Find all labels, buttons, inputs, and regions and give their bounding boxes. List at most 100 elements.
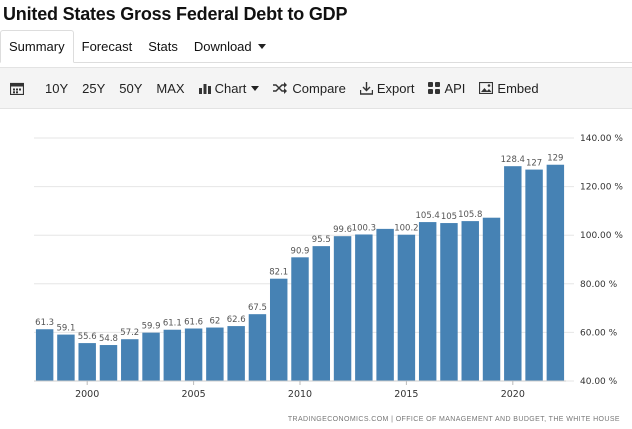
y-tick-label: 140.00 % [580,134,623,144]
compare-label: Compare [292,80,346,96]
tab-forecast[interactable]: Forecast [74,30,141,62]
bar-chart-icon [198,84,211,94]
page-title: United States Gross Federal Debt to GDP [3,4,348,24]
y-tick-label: 80.00 % [580,280,618,290]
x-tick-label: 2000 [75,389,99,400]
range-max-button[interactable]: MAX [149,68,191,108]
source-attribution: TRADINGECONOMICS.COM | OFFICE OF MANAGEM… [287,416,620,423]
bar[interactable] [355,234,373,381]
bar[interactable] [376,228,394,381]
bar[interactable] [163,329,182,381]
api-label: API [444,80,466,96]
data-label: 99.6 [333,225,352,235]
x-tick-label: 2015 [394,389,418,400]
data-label: 100.3 [352,223,376,233]
bar[interactable] [121,339,139,381]
data-label: 62 [209,317,220,327]
bar[interactable] [142,332,160,381]
data-label: 59.9 [142,322,161,332]
bar[interactable] [57,334,75,381]
bar[interactable] [227,326,245,381]
range-10y-button[interactable]: 10Y [38,68,75,108]
image-icon [479,82,494,94]
tab-forecast-label: Forecast [81,38,133,54]
tab-download-label: Download [193,38,252,54]
bar[interactable] [99,345,118,381]
api-button[interactable]: API [421,68,472,108]
calendar-button[interactable] [0,68,38,108]
data-label: 59.1 [56,324,75,334]
bar[interactable] [333,236,352,381]
chevron-down-icon [251,85,260,91]
bar[interactable] [440,223,458,381]
data-label: 90.9 [291,246,310,256]
grid-icon [428,82,441,94]
data-label: 54.8 [99,334,118,344]
bar[interactable] [184,328,203,381]
chevron-down-icon [257,43,266,49]
x-tick-label: 2020 [501,389,525,400]
bar[interactable] [546,164,565,381]
bar[interactable] [418,222,437,381]
data-label: 61.6 [184,318,203,328]
chart-type-label: Chart [214,80,247,96]
y-tick-label: 100.00 % [580,231,623,241]
data-label: 128.4 [501,155,525,165]
range-25y-button[interactable]: 25Y [75,68,112,108]
chart-toolbar: 10Y 25Y 50Y MAX Chart Compare Export API [0,67,632,109]
data-label: 100.2 [394,224,418,234]
data-label: 129 [547,154,563,164]
export-label: Export [376,80,415,96]
x-tick-label: 2010 [288,389,312,400]
compare-button[interactable]: Compare [266,68,352,108]
bar[interactable] [248,314,267,381]
bar[interactable] [312,246,331,381]
data-label: 82.1 [269,268,288,278]
bar[interactable] [461,221,479,381]
data-label: 105 [441,212,457,222]
bar[interactable] [78,343,96,381]
data-label: 95.5 [312,235,331,245]
data-label: 62.6 [227,315,246,325]
download-icon [359,81,373,95]
chart-type-button[interactable]: Chart [192,68,267,108]
bar[interactable] [291,257,309,381]
debt-to-gdp-chart: 40.00 % 60.00 % 80.00 % 100.00 % 120.00 % 140… [34,134,623,400]
range-50y-label: 50Y [119,80,143,96]
data-label: 127 [526,159,542,169]
shuffle-icon [273,82,288,94]
data-label: 55.6 [78,332,97,342]
data-label: 57.2 [120,328,139,338]
range-50y-button[interactable]: 50Y [112,68,149,108]
range-25y-label: 25Y [82,80,106,96]
data-label: 67.5 [248,303,267,313]
y-tick-label: 40.00 % [580,377,618,387]
range-10y-label: 10Y [45,80,69,96]
tab-bar: Summary Forecast Stats Download [0,30,632,63]
data-label: 105.4 [416,211,440,221]
bar[interactable] [482,217,501,381]
bar[interactable] [269,278,288,381]
bar[interactable] [397,234,416,381]
export-button[interactable]: Export [353,68,422,108]
data-label: 61.3 [35,318,54,328]
data-label: 105.8 [458,210,482,220]
calendar-icon [10,82,24,95]
tab-summary[interactable]: Summary [0,30,74,63]
bar[interactable] [35,329,54,381]
tab-stats[interactable]: Stats [140,30,186,62]
embed-button[interactable]: Embed [472,68,545,108]
y-tick-label: 60.00 % [580,328,618,338]
chart-area: 40.00 % 60.00 % 80.00 % 100.00 % 120.00 % 140… [0,108,632,429]
tab-stats-label: Stats [148,38,178,54]
tab-download[interactable]: Download [186,30,274,62]
tab-summary-label: Summary [9,39,65,54]
data-label: 61.1 [163,319,182,329]
range-max-label: MAX [156,80,185,96]
bar[interactable] [206,327,224,381]
bar[interactable] [525,169,543,381]
bar[interactable] [504,166,522,381]
embed-label: Embed [497,80,539,96]
x-tick-label: 2005 [182,389,206,400]
y-tick-label: 120.00 % [580,183,623,193]
